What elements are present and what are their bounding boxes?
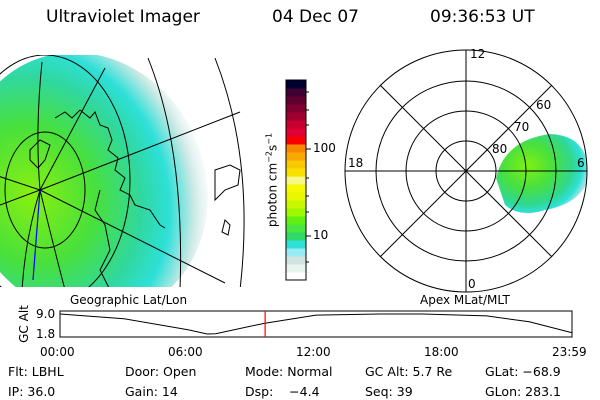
ytick-1-8: 1.8 bbox=[36, 327, 56, 341]
colorbar-band bbox=[286, 80, 306, 89]
colorbar-band bbox=[286, 216, 306, 225]
mlat-80-label: 80 bbox=[492, 142, 508, 156]
xtick-0000: 00:00 bbox=[40, 345, 75, 359]
orbit-track bbox=[32, 189, 41, 281]
colorbar-band bbox=[286, 136, 306, 145]
colorbar-band bbox=[286, 96, 306, 105]
geo-map-plot bbox=[0, 55, 245, 287]
colorbar-tick-10: 10 bbox=[313, 228, 329, 242]
mlat-60-label: 60 bbox=[536, 98, 552, 112]
gc-alt-info: GC Alt: 5.7 Re bbox=[365, 364, 453, 379]
mlt-12-label: 12 bbox=[470, 47, 486, 61]
coastlines bbox=[29, 109, 241, 287]
altitude-ylabel: GC Alt bbox=[17, 305, 31, 343]
colorbar-band bbox=[286, 120, 306, 129]
ip-info: IP: 36.0 bbox=[8, 384, 56, 399]
colorbar-band bbox=[286, 224, 306, 233]
xtick-1800: 18:00 bbox=[424, 345, 459, 359]
door-info: Door: Open bbox=[125, 364, 197, 379]
colorbar-band bbox=[286, 272, 306, 281]
lat-lon-grid bbox=[0, 55, 245, 287]
mlt-6-label: 6 bbox=[577, 156, 585, 170]
polar-plot-label: Apex MLat/MLT bbox=[420, 293, 510, 307]
mlt-18-label: 18 bbox=[348, 156, 364, 170]
colorbar-band bbox=[286, 256, 306, 265]
colorbar-band bbox=[286, 104, 306, 113]
colorbar-band bbox=[286, 128, 306, 137]
geo-map-label: Geographic Lat/Lon bbox=[70, 293, 188, 307]
colorbar-band bbox=[286, 176, 306, 185]
colorbar-band bbox=[286, 248, 306, 257]
instrument-title: Ultraviolet Imager bbox=[46, 7, 200, 27]
colorbar-band bbox=[286, 112, 306, 121]
colorbar-band bbox=[286, 240, 306, 249]
time-label: 09:36:53 UT bbox=[430, 7, 535, 27]
mlat-70-label: 70 bbox=[514, 120, 530, 134]
gain-info: Gain: 14 bbox=[125, 384, 178, 399]
colorbar-band bbox=[286, 200, 306, 209]
filter-info: Flt: LBHL bbox=[8, 364, 64, 379]
seq-info: Seq: 39 bbox=[365, 384, 413, 399]
glon-info: GLon: 283.1 bbox=[485, 384, 561, 399]
colorbar-ticks bbox=[306, 91, 311, 263]
colorbar-band bbox=[286, 232, 306, 241]
colorbar-band bbox=[286, 160, 306, 169]
polar-grid bbox=[344, 49, 588, 293]
date-label: 04 Dec 07 bbox=[272, 7, 359, 27]
xtick-2359: 23:59 bbox=[552, 345, 587, 359]
colorbar-band bbox=[286, 264, 306, 273]
glat-info: GLat: −68.9 bbox=[485, 364, 561, 379]
colorbar-band bbox=[286, 192, 306, 201]
altitude-frame bbox=[59, 310, 573, 338]
xtick-0600: 06:00 bbox=[168, 345, 203, 359]
colorbar-band bbox=[286, 184, 306, 193]
colorbar-tick-100: 100 bbox=[313, 141, 336, 155]
dsp-info: Dsp: −4.4 bbox=[245, 384, 320, 399]
colorbar-band bbox=[286, 88, 306, 97]
mlt-0-label: 0 bbox=[468, 277, 476, 291]
colorbar-band bbox=[286, 144, 306, 153]
aurora-emission-polar bbox=[496, 134, 587, 214]
colorbar-band bbox=[286, 168, 306, 177]
colorbar-band bbox=[286, 152, 306, 161]
altitude-curve bbox=[59, 313, 572, 335]
ytick-9: 9.0 bbox=[36, 307, 56, 321]
xtick-1200: 12:00 bbox=[296, 345, 331, 359]
colorbar-band bbox=[286, 208, 306, 217]
mode-info: Mode: Normal bbox=[245, 364, 333, 379]
